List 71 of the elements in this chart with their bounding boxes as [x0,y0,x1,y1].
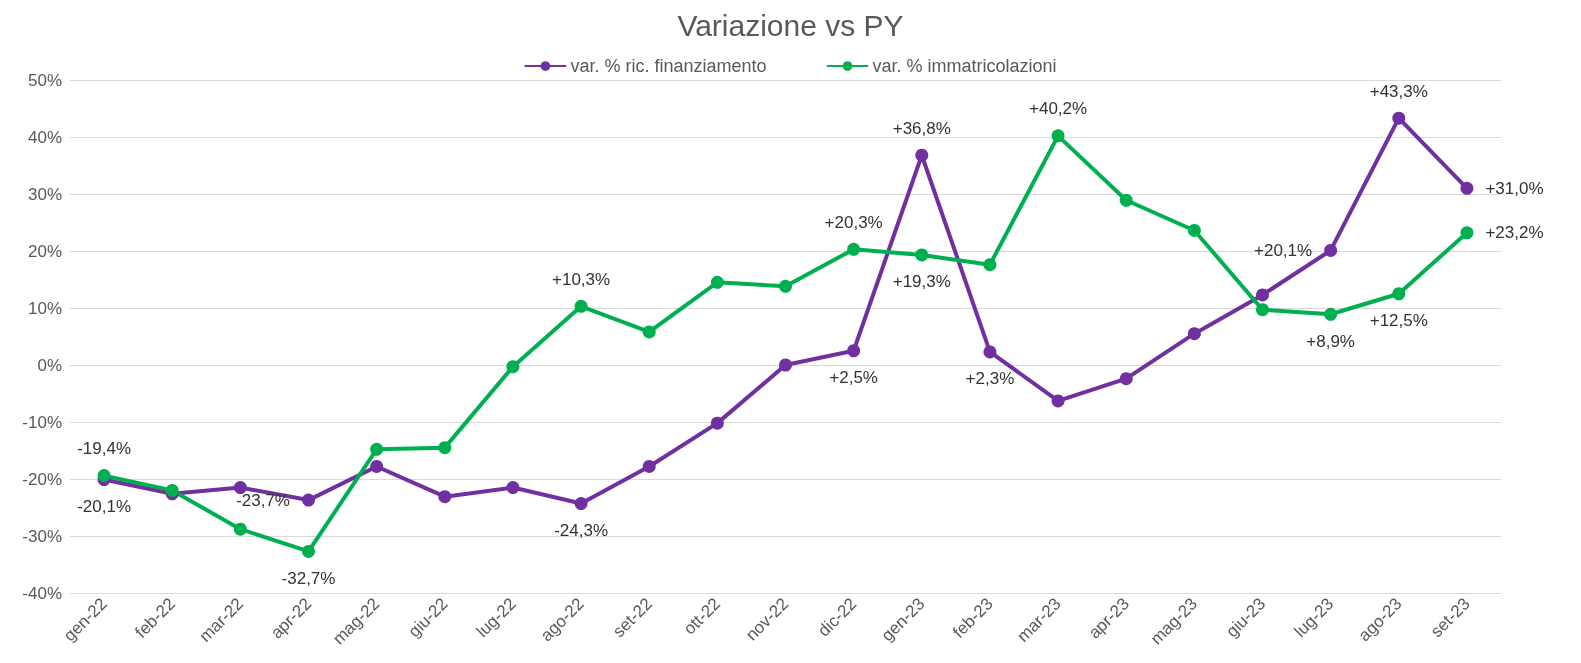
point [1051,394,1065,408]
point [233,481,247,495]
point [1187,223,1201,237]
point [1187,327,1201,341]
point [642,459,656,473]
point [710,416,724,430]
point [983,258,997,272]
point [97,469,111,483]
legend-label: var. % immatricolazioni [872,56,1057,76]
y-tick-label: -40% [22,583,62,603]
chart-title: Variazione vs PY [677,8,904,42]
data-label: -20,1% [77,497,132,517]
data-label: +20,3% [824,212,883,232]
point [1460,181,1474,195]
point [642,325,656,339]
point [165,483,179,497]
point [1051,129,1065,143]
point [710,275,724,289]
data-label: +10,3% [552,269,611,289]
point [779,358,792,372]
data-label: +2,5% [829,368,878,388]
y-tick-label: -20% [22,469,62,489]
point [1256,303,1269,317]
point [506,360,520,374]
point [574,299,588,313]
point [1324,243,1338,257]
point [1460,226,1474,240]
point [370,459,384,473]
y-tick-label: -30% [22,526,62,546]
y-tick-label: 20% [27,241,62,261]
data-label: -23,7% [236,490,290,510]
point [302,544,315,558]
data-label: -19,4% [77,439,132,459]
y-tick-label: 10% [27,298,62,318]
point [1256,288,1269,302]
point [438,441,452,455]
legend-label: var. % ric. finanziamento [570,56,767,76]
data-label: +23,2% [1485,223,1544,243]
y-tick-label: 30% [27,184,62,204]
data-label: +19,3% [892,272,951,292]
point [915,148,929,162]
y-tick-label: 0% [37,355,62,375]
point [847,344,861,358]
point [506,481,520,495]
data-label: -24,3% [554,521,609,541]
point [574,497,588,511]
point [983,345,997,359]
point [302,493,315,507]
data-label: +40,2% [1029,99,1088,119]
data-label: +36,8% [892,118,951,138]
point [779,279,792,293]
point [847,242,861,256]
y-tick-label: 50% [27,70,62,90]
point [915,248,929,262]
point [1324,307,1338,321]
point [233,522,247,536]
point [1392,287,1406,301]
data-label: +8,9% [1306,331,1355,351]
point [438,490,452,504]
data-label: +2,3% [965,369,1015,389]
point [1119,372,1133,386]
data-label: +43,3% [1369,81,1428,101]
data-label: +12,5% [1369,311,1428,331]
data-label: +31,0% [1485,178,1544,198]
data-label: -32,7% [281,568,336,588]
y-tick-label: -10% [22,412,62,432]
data-label: +20,1% [1254,240,1313,260]
point [370,442,384,456]
point [1392,111,1406,125]
y-tick-label: 40% [27,127,62,147]
point [1119,193,1133,207]
